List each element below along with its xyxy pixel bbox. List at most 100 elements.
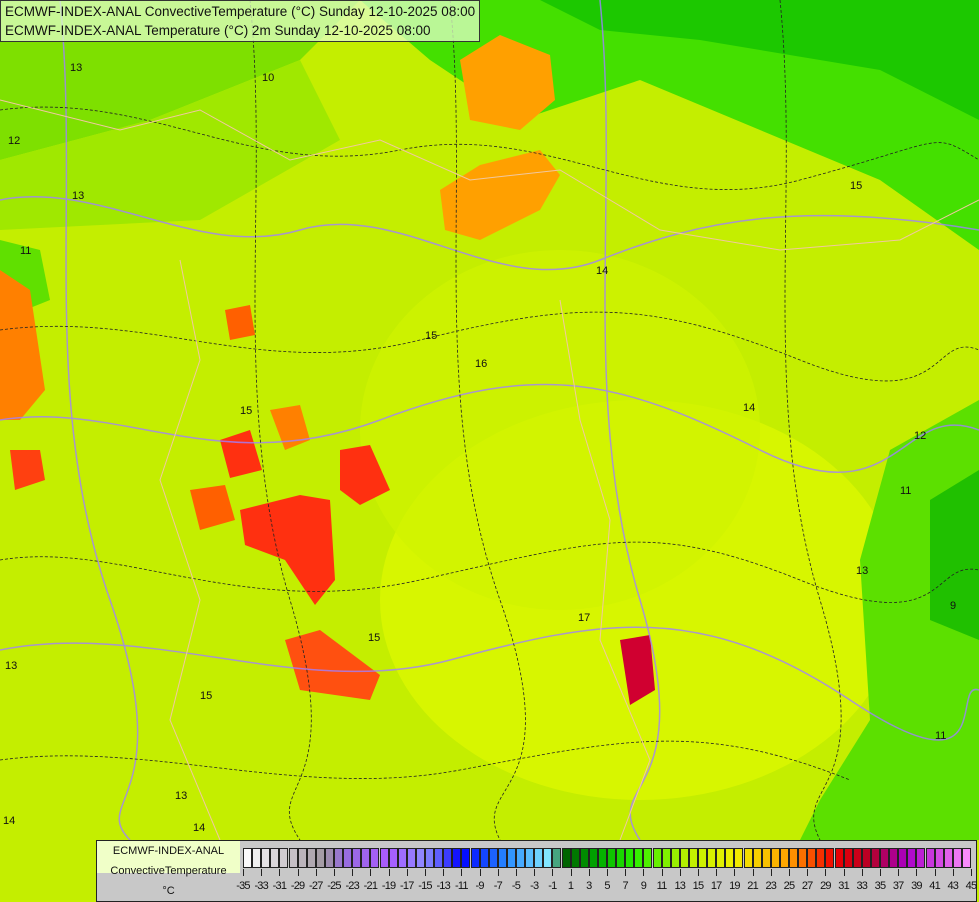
color-legend: ECMWF-INDEX-ANAL ConvectiveTemperature °…: [96, 840, 977, 902]
legend-swatch: [870, 848, 880, 868]
legend-tick-label: 33: [856, 880, 868, 892]
contour-label: 11: [900, 485, 912, 497]
legend-swatch: [834, 848, 844, 868]
legend-swatch: [388, 848, 398, 868]
legend-tick: [588, 869, 590, 876]
legend-swatch: [952, 848, 962, 868]
legend-swatch: [588, 848, 598, 868]
legend-swatch: [880, 848, 890, 868]
legend-tick-label: 3: [586, 880, 592, 892]
legend-swatch: [425, 848, 435, 868]
legend-unit: °C: [162, 885, 175, 897]
legend-swatch: [361, 848, 371, 868]
legend-swatch: [716, 848, 726, 868]
legend-swatch: [352, 848, 362, 868]
legend-swatch: [725, 848, 735, 868]
legend-label-background: [97, 841, 240, 873]
contour-label: 11: [20, 245, 32, 257]
legend-swatch: [461, 848, 471, 868]
legend-tick-label: -17: [400, 880, 414, 892]
contour-label: 16: [475, 358, 488, 370]
contour-label: 14: [3, 815, 16, 827]
legend-swatch: [306, 848, 316, 868]
legend-swatch: [779, 848, 789, 868]
legend-tick-label: -25: [327, 880, 341, 892]
legend-tick-label: -15: [418, 880, 432, 892]
legend-swatch: [898, 848, 908, 868]
legend-tick: [279, 869, 281, 876]
contour-label: 15: [425, 330, 438, 342]
legend-swatch: [452, 848, 462, 868]
legend-swatch: [661, 848, 671, 868]
legend-swatch: [579, 848, 589, 868]
legend-swatch: [525, 848, 535, 868]
borders: [0, 99, 979, 841]
legend-swatch: [443, 848, 453, 868]
legend-swatch: [789, 848, 799, 868]
legend-tick-label: 1: [567, 880, 574, 892]
legend-tick-label: 21: [747, 880, 758, 892]
legend-tick: [971, 869, 972, 876]
legend-swatch: [889, 848, 899, 868]
legend-swatch: [261, 848, 271, 868]
legend-tick: [297, 869, 299, 876]
contour-label: 13: [856, 565, 869, 577]
legend-swatch: [670, 848, 680, 868]
legend-swatch: [516, 848, 526, 868]
legend-swatch: [688, 848, 698, 868]
legend-tick: [880, 869, 881, 876]
legend-tick: [334, 869, 335, 876]
legend-tick: [479, 869, 481, 876]
legend-tick: [388, 869, 390, 876]
legend-swatch: [534, 848, 544, 868]
legend-tick: [916, 869, 918, 876]
legend-tick: [625, 869, 627, 876]
legend-swatch: [343, 848, 353, 868]
legend-tick: [861, 869, 863, 876]
legend-swatch: [434, 848, 444, 868]
legend-swatch: [543, 848, 553, 868]
contour-label: 15: [240, 405, 253, 417]
legend-swatch: [370, 848, 380, 868]
legend-tick: [898, 869, 900, 876]
legend-tick: [352, 869, 354, 876]
contour-label: 10: [262, 72, 275, 84]
legend-tick-label: 31: [838, 880, 849, 892]
legend-swatch: [415, 848, 425, 868]
legend-tick-label: -5: [511, 880, 521, 892]
contour-label: 13: [175, 790, 188, 802]
contour-label: 15: [200, 690, 213, 702]
legend-swatch: [324, 848, 334, 868]
legend-tick-label: 9: [640, 880, 647, 892]
legend-tick-label: 39: [911, 880, 922, 892]
legend-swatch: [798, 848, 808, 868]
contour-label: 12: [8, 135, 21, 147]
legend-tick-label: 41: [929, 880, 940, 892]
legend-parameter: ConvectiveTemperature: [110, 865, 227, 877]
legend-tick-label: -19: [381, 880, 396, 892]
legend-tick-label: 17: [710, 880, 722, 892]
legend-swatch: [925, 848, 935, 868]
contour-label: 14: [193, 822, 206, 834]
legend-tick: [570, 869, 572, 876]
legend-swatch: [315, 848, 325, 868]
legend-swatch: [488, 848, 498, 868]
legend-tick-label: 25: [783, 880, 795, 892]
legend-tick-label: 45: [965, 880, 977, 892]
contour-label: 15: [368, 632, 381, 644]
legend-tick: [952, 869, 954, 876]
legend-swatch: [252, 848, 262, 868]
legend-swatch: [816, 848, 826, 868]
legend-swatch: [288, 848, 298, 868]
legend-swatch: [934, 848, 944, 868]
legend-tick-label: -3: [530, 880, 539, 892]
legend-tick-label: -21: [363, 880, 378, 892]
legend-tick: [552, 869, 554, 876]
legend-tick-label: -11: [455, 880, 468, 892]
legend-tick-label: 7: [622, 880, 629, 892]
legend-swatch: [597, 848, 607, 868]
legend-tick: [679, 869, 681, 876]
legend-tick: [789, 869, 790, 876]
contour-label: 13: [5, 660, 18, 672]
